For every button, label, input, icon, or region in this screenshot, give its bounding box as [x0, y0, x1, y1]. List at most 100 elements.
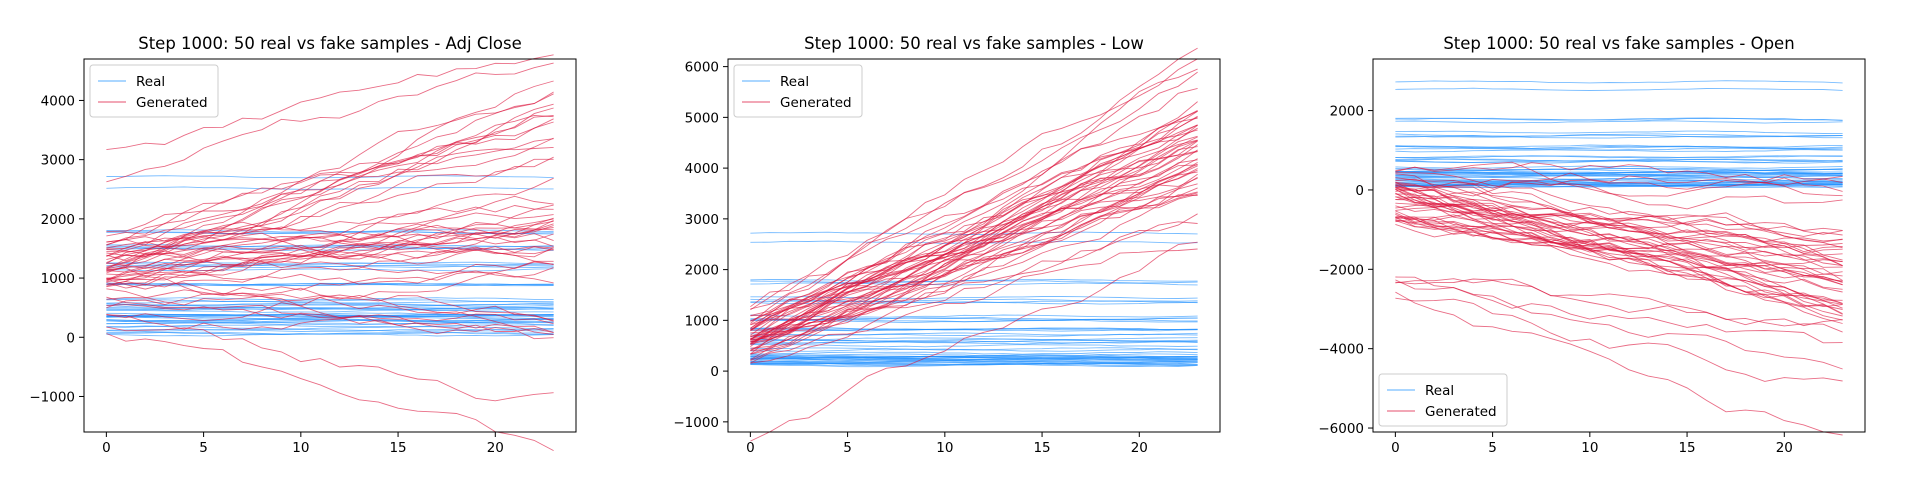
- y-tick-label: 4000: [41, 93, 75, 109]
- generated-series-line: [1395, 184, 1843, 286]
- generated-series-line: [750, 140, 1198, 361]
- real-series-line: [106, 261, 554, 265]
- generated-series-line: [106, 107, 554, 270]
- real-series-line: [106, 303, 554, 307]
- axis-ticks: 0 5 10 15 20 −6000 −4000 −2000 0 2000: [1318, 104, 1793, 456]
- legend: Real Generated: [1378, 373, 1508, 427]
- generated-series-line: [1395, 278, 1843, 333]
- generated-series-line: [1395, 172, 1843, 243]
- generated-series-line: [1395, 196, 1843, 263]
- x-tick-label: 10: [292, 440, 309, 456]
- real-series-line: [750, 338, 1198, 342]
- generated-series-line: [750, 213, 1198, 351]
- generated-series-line: [106, 256, 554, 276]
- generated-series-line: [750, 194, 1198, 326]
- generated-series-line: [1395, 279, 1843, 370]
- generated-series-line: [750, 58, 1198, 311]
- legend: Real Generated: [89, 64, 219, 118]
- generated-series-line: [106, 91, 554, 246]
- y-tick-label: 5000: [685, 110, 719, 126]
- generated-series-line: [750, 191, 1198, 340]
- real-series-line: [1395, 173, 1843, 177]
- real-series-line: [1395, 183, 1843, 187]
- generated-series-line: [750, 241, 1198, 442]
- generated-series-line: [1395, 172, 1843, 197]
- real-series-line: [750, 344, 1198, 348]
- generated-series-line: [1395, 212, 1843, 231]
- generated-series-line: [750, 101, 1198, 329]
- generated-series-line: [106, 247, 554, 281]
- real-series-line: [1395, 134, 1843, 138]
- plot-area: [750, 47, 1198, 442]
- x-tick-label: 15: [1033, 440, 1050, 456]
- subplot-adj-close: Step 1000: 50 real vs fake samples - Adj…: [29, 34, 577, 456]
- y-tick-label: 0: [66, 330, 75, 346]
- real-series-line: [750, 317, 1198, 321]
- generated-series-line: [750, 110, 1198, 343]
- x-tick-label: 15: [1678, 440, 1695, 456]
- real-series-line: [1395, 171, 1843, 175]
- y-tick-label: 0: [1355, 183, 1364, 199]
- generated-series-line: [750, 127, 1198, 336]
- axis-ticks: 0 5 10 15 20 −1000 0 1000 2000 3000 4000 5000 6000: [673, 60, 1148, 456]
- real-series-line: [106, 324, 554, 328]
- generated-series-line: [106, 177, 554, 282]
- legend-real-label: Real: [1425, 383, 1454, 399]
- generated-series-line: [106, 220, 554, 266]
- generated-series-line: [1395, 193, 1843, 279]
- real-series-line: [750, 341, 1198, 345]
- generated-series-line: [1395, 181, 1843, 315]
- generated-series-line: [1395, 161, 1843, 197]
- legend-box: [733, 64, 863, 118]
- plot-area: [1395, 80, 1843, 436]
- generated-series-line: [106, 326, 554, 402]
- real-series-line: [1395, 87, 1843, 91]
- generated-series-line: [1395, 297, 1843, 382]
- y-tick-label: 2000: [685, 263, 719, 279]
- generated-series-line: [750, 151, 1198, 342]
- generated-series-line: [1395, 178, 1843, 235]
- real-series-line: [106, 306, 554, 311]
- real-series-line: [1395, 130, 1843, 134]
- generated-series-line: [1395, 202, 1843, 242]
- real-series-line: [1395, 133, 1843, 137]
- generated-series-line: [750, 124, 1198, 331]
- axis-ticks: 0 5 10 15 20 −1000 0 1000 2000 3000 4000: [29, 93, 504, 456]
- real-series-line: [106, 300, 554, 304]
- generated-series-line: [750, 129, 1198, 322]
- generated-series-line: [750, 173, 1198, 343]
- real-series-line: [106, 306, 554, 310]
- real-series-line: [1395, 155, 1843, 159]
- chart-title: Step 1000: 50 real vs fake samples - Low: [804, 34, 1144, 53]
- generated-series-line: [106, 333, 554, 451]
- y-tick-label: 4000: [685, 161, 719, 177]
- real-series-line: [106, 264, 554, 268]
- generated-series-line: [750, 164, 1198, 334]
- real-series-line: [750, 355, 1198, 359]
- real-series-line: [106, 307, 554, 311]
- y-tick-label: 2000: [1330, 104, 1364, 120]
- generated-series-line: [1395, 291, 1843, 436]
- real-series-line: [1395, 145, 1843, 150]
- generated-series-line: [750, 165, 1198, 340]
- generated-series-line: [750, 117, 1198, 308]
- generated-series-line: [1395, 213, 1843, 281]
- y-tick-label: 1000: [41, 271, 75, 287]
- generated-series-line: [106, 62, 554, 183]
- generated-series-line: [1395, 177, 1843, 210]
- generated-series-line: [106, 271, 554, 289]
- real-series-line: [750, 363, 1198, 367]
- y-tick-label: −2000: [1318, 262, 1364, 278]
- generated-series-line: [106, 146, 554, 269]
- legend-real-label: Real: [136, 74, 165, 90]
- real-series-line: [106, 297, 554, 301]
- generated-series-line: [106, 158, 554, 263]
- generated-series-line: [106, 138, 554, 268]
- y-tick-label: 1000: [685, 313, 719, 329]
- generated-series-line: [106, 118, 554, 257]
- generated-series-line: [750, 87, 1198, 326]
- y-tick-label: 3000: [685, 212, 719, 228]
- x-tick-label: 10: [936, 440, 953, 456]
- x-tick-label: 5: [1488, 440, 1497, 456]
